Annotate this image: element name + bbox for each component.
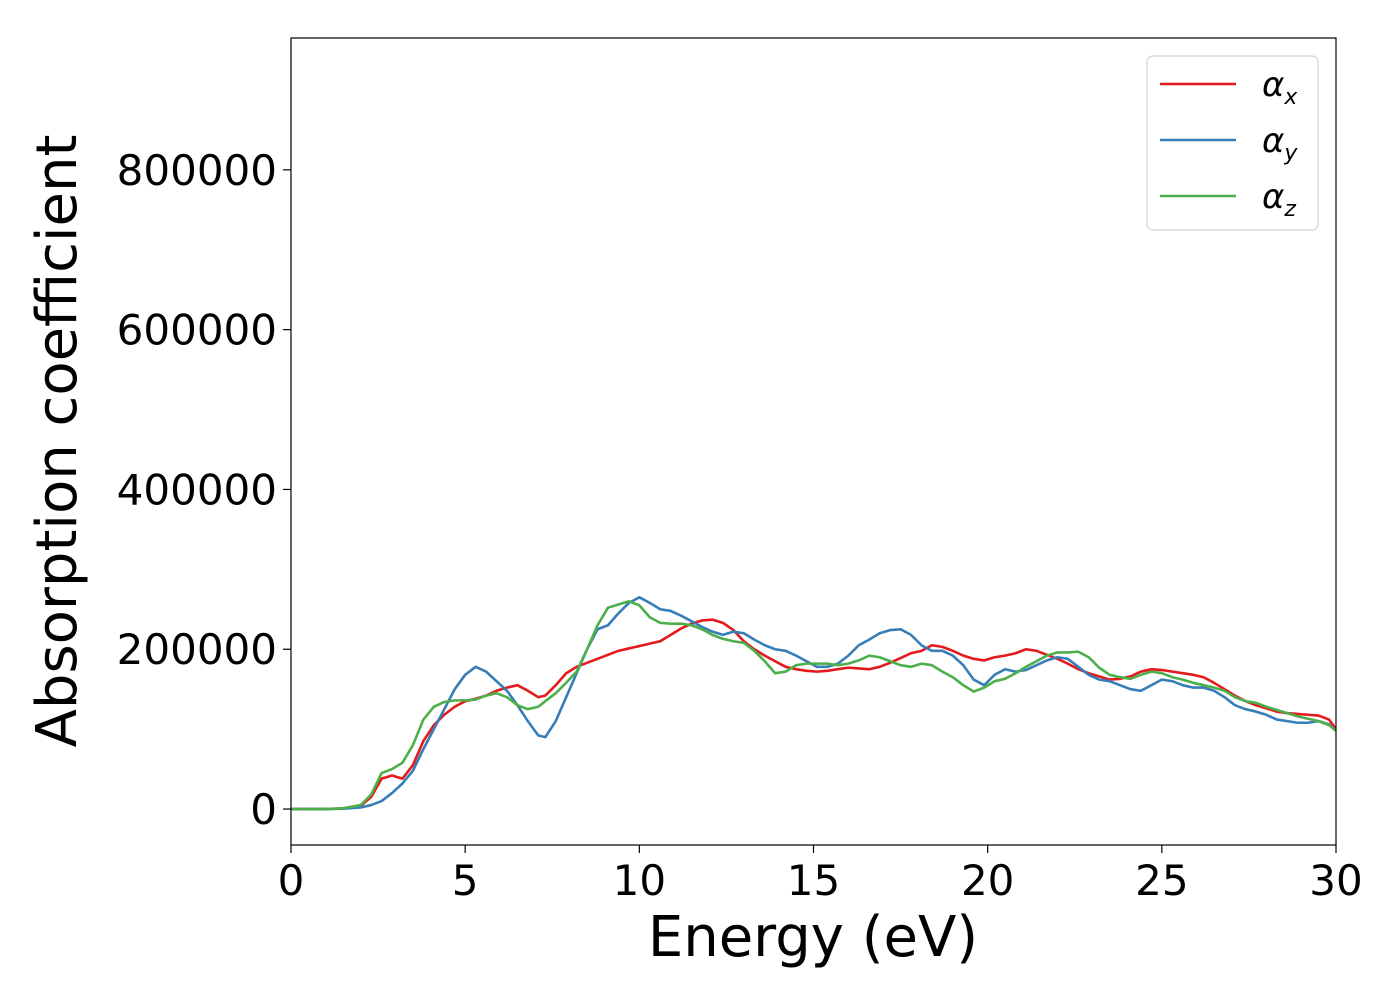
- x-tick-label: 15: [787, 856, 840, 905]
- x-tick-label: 20: [961, 856, 1014, 905]
- legend-box: [1146, 55, 1319, 231]
- y-tick-label: 0: [250, 785, 277, 834]
- x-tick-label: 5: [452, 856, 479, 905]
- y-tick-label: 200000: [117, 625, 277, 674]
- y-axis: 0 200000 400000 600000 800000: [117, 146, 291, 834]
- legend-label-x: αx: [1262, 65, 1298, 110]
- x-tick-label: 25: [1135, 856, 1188, 905]
- series-layer: [291, 596, 1336, 811]
- series-line-y: [291, 596, 1336, 811]
- x-tick-label: 30: [1309, 856, 1362, 905]
- x-tick-label: 0: [278, 856, 305, 905]
- y-tick-label: 800000: [117, 146, 277, 195]
- x-tick-label: 10: [613, 856, 666, 905]
- x-axis: 0 5 10 15 20 25 30: [278, 845, 1363, 905]
- y-tick-label: 600000: [117, 306, 277, 355]
- x-axis-label: Energy (eV): [648, 905, 978, 970]
- y-tick-label: 400000: [117, 465, 277, 514]
- y-axis-label: Absorption coefficient: [25, 135, 90, 748]
- series-line-z: [291, 599, 1336, 811]
